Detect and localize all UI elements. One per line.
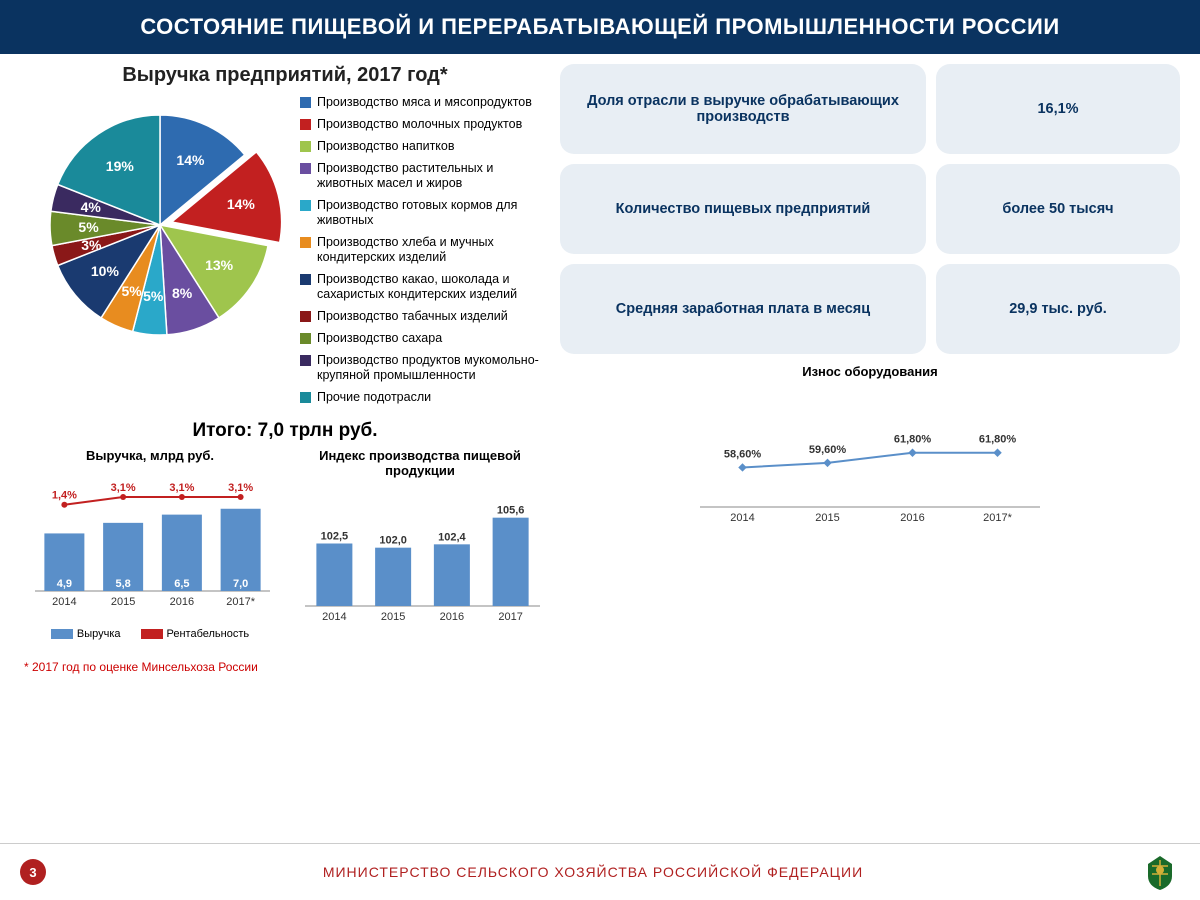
svg-text:102,0: 102,0 [379,535,407,547]
svg-text:1,4%: 1,4% [52,490,77,502]
pie-title: Выручка предприятий, 2017 год* [20,64,550,87]
pie-chart: 14%14%13%8%5%5%10%3%5%4%19% [30,95,290,355]
pie-total: Итого: 7,0 трлн руб. [20,420,550,442]
svg-text:4,9: 4,9 [57,578,72,590]
wear-chart: Износ оборудования 58,60%201459,60%20156… [560,364,1180,540]
legend-item: Производство сахара [300,331,550,346]
page-title: СОСТОЯНИЕ ПИЩЕВОЙ И ПЕРЕРАБАТЫВАЮЩЕЙ ПРО… [0,0,1200,54]
legend-item: Производство хлеба и мучных кондитерских… [300,235,550,265]
stat-box: более 50 тысяч [936,164,1180,254]
svg-text:58,60%: 58,60% [724,448,762,460]
svg-text:2015: 2015 [815,512,839,524]
legend-item: Прочие подотрасли [300,390,550,405]
stat-box: 16,1% [936,64,1180,154]
svg-text:7,0: 7,0 [233,578,248,590]
footnote: * 2017 год по оценке Минсельхоза России [24,660,1200,674]
index-chart: Индекс производства пищевой продукции 10… [290,448,550,640]
footer-text: МИНИСТЕРСТВО СЕЛЬСКОГО ХОЗЯЙСТВА РОССИЙС… [46,864,1140,880]
svg-text:2014: 2014 [322,611,346,623]
svg-text:2014: 2014 [52,596,76,608]
legend-item: Рентабельность [141,628,250,640]
svg-text:3,1%: 3,1% [111,482,136,494]
revenue-chart: Выручка, млрд руб. 4,920145,820156,52016… [20,448,280,640]
svg-text:102,5: 102,5 [321,531,349,543]
svg-text:2017*: 2017* [226,596,255,608]
legend-item: Производство какао, шоколада и сахаристы… [300,272,550,302]
svg-text:102,4: 102,4 [438,531,466,543]
legend-item: Производство напитков [300,139,550,154]
legend-item: Производство готовых кормов для животных [300,198,550,228]
legend-item: Производство мяса и мясопродуктов [300,95,550,110]
svg-text:2016: 2016 [170,596,194,608]
svg-text:3,1%: 3,1% [228,482,253,494]
legend-item: Производство табачных изделий [300,309,550,324]
stat-box: Количество пищевых предприятий [560,164,926,254]
footer: 3 МИНИСТЕРСТВО СЕЛЬСКОГО ХОЗЯЙСТВА РОССИ… [0,843,1200,900]
svg-text:59,60%: 59,60% [809,444,847,456]
svg-text:2014: 2014 [730,512,754,524]
legend-item: Выручка [51,628,121,640]
svg-text:5,8: 5,8 [115,578,130,590]
svg-text:6,5: 6,5 [174,578,189,590]
stat-box: 29,9 тыс. руб. [936,264,1180,354]
pie-legend: Производство мяса и мясопродуктов Произво… [300,95,550,412]
svg-text:2016: 2016 [900,512,924,524]
svg-text:2015: 2015 [381,611,405,623]
svg-text:61,80%: 61,80% [894,434,932,446]
svg-text:2017*: 2017* [983,512,1012,524]
svg-text:105,6: 105,6 [497,505,525,517]
page-number: 3 [20,859,46,885]
svg-text:2015: 2015 [111,596,135,608]
legend-item: Производство молочных продуктов [300,117,550,132]
stat-grid: Доля отрасли в выручке обрабатывающих пр… [560,64,1180,354]
stat-box: Доля отрасли в выручке обрабатывающих пр… [560,64,926,154]
emblem-icon [1140,852,1180,892]
stat-box: Средняя заработная плата в месяц [560,264,926,354]
svg-text:2017: 2017 [498,611,522,623]
svg-text:2016: 2016 [440,611,464,623]
svg-text:3,1%: 3,1% [169,482,194,494]
legend-item: Производство продуктов мукомольно-крупян… [300,353,550,383]
svg-text:61,80%: 61,80% [979,434,1017,446]
legend-item: Производство растительных и животных мас… [300,161,550,191]
